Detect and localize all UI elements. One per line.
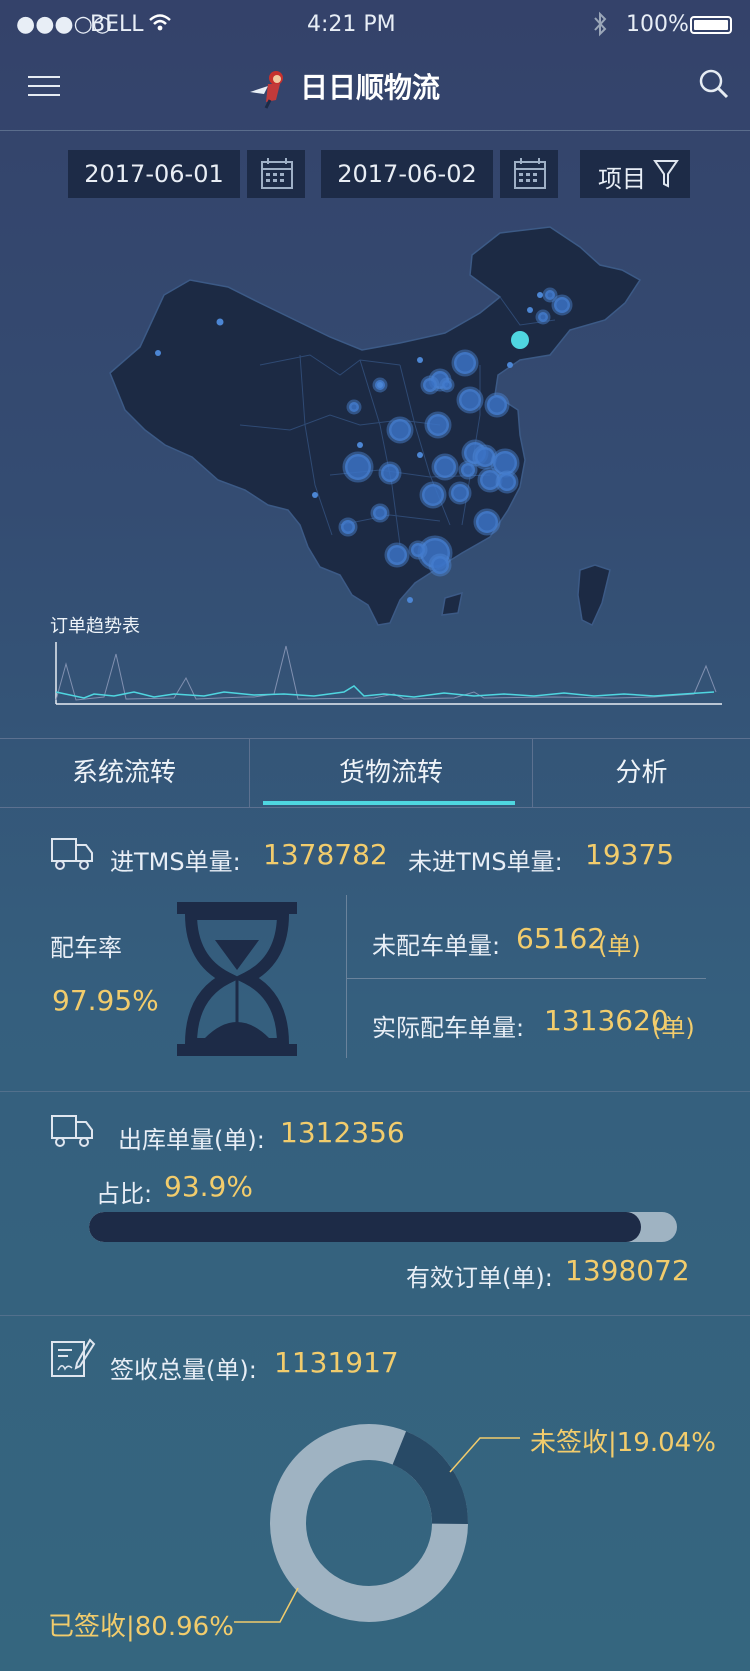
china-order-map (109, 226, 642, 627)
outbound-value: 1312356 (280, 1116, 405, 1149)
end-date-field[interactable]: 2017-06-02 (321, 150, 493, 198)
actual-dispatched-label: 实际配车单量: (372, 1014, 525, 1042)
signature-icon (51, 1338, 96, 1377)
hourglass-icon (177, 902, 297, 1056)
actual-dispatched-value: 1313620 (544, 1004, 669, 1037)
project-filter-label: 项目 (598, 165, 646, 193)
outbound-ratio-label: 占比: (96, 1180, 153, 1208)
tms-in-label: 进TMS单量: (110, 848, 241, 876)
calendar-icon (514, 158, 546, 189)
signal-dots: ●●●○○ (16, 12, 112, 37)
outbound-progress-fill (89, 1212, 642, 1242)
truck-icon (51, 1115, 93, 1147)
end-calendar-button[interactable] (500, 150, 558, 198)
signed-total-value: 1131917 (274, 1346, 399, 1379)
undispatched-label: 未配车单量: (372, 932, 501, 960)
outbound-ratio-value: 93.9% (164, 1170, 253, 1203)
carrier-name: BELL (90, 12, 144, 37)
unsigned-percent-label: 未签收|19.04% (530, 1428, 716, 1458)
dispatch-rate-value: 97.95% (52, 984, 159, 1017)
funnel-icon (653, 160, 679, 188)
outbound-progress-track (89, 1212, 677, 1242)
tms-not-in-value: 19375 (585, 838, 675, 871)
start-calendar-button[interactable] (247, 150, 305, 198)
trend-chart-title: 订单趋势表 (50, 616, 140, 637)
hamburger-icon[interactable] (28, 74, 60, 98)
dispatch-divider (346, 895, 347, 1058)
signed-leader-line (234, 1587, 299, 1623)
battery-percent: 100% (626, 12, 689, 37)
app-title: 日日顺物流 (300, 71, 441, 104)
tab-divider (249, 739, 250, 807)
tms-not-in-label: 未进TMS单量: (408, 848, 563, 876)
undispatched-value: 65162 (516, 922, 606, 955)
actual-dispatched-unit: (单) (652, 1014, 695, 1042)
calendar-icon (261, 158, 293, 189)
wifi-icon (149, 14, 171, 31)
valid-orders-label: 有效订单(单): (406, 1264, 553, 1292)
truck-icon (51, 838, 93, 870)
tab-divider (532, 739, 533, 807)
signed-percent-label: 已签收|80.96% (48, 1612, 234, 1642)
section-divider (0, 1091, 750, 1092)
tab-analysis[interactable]: 分析 (615, 758, 668, 788)
unsigned-leader-line (449, 1437, 520, 1473)
order-trend-sparkline (55, 642, 722, 705)
active-tab-indicator (263, 801, 515, 805)
tab-goods-flow[interactable]: 货物流转 (338, 758, 443, 788)
dispatch-row-divider (346, 978, 706, 979)
nav-bar: 日日顺物流 (0, 52, 750, 131)
signed-total-label: 签收总量(单): (110, 1356, 257, 1384)
clock: 4:21 PM (307, 12, 396, 37)
bluetooth-icon (594, 11, 607, 37)
dispatch-rate-label: 配车率 (50, 934, 122, 962)
highlight-city-marker[interactable] (511, 331, 529, 349)
tab-bar: 系统流转 货物流转 分析 (0, 738, 750, 808)
rocket-person-icon (250, 71, 283, 109)
search-icon[interactable] (698, 68, 730, 100)
project-filter-button[interactable]: 项目 (580, 150, 690, 198)
battery-icon (690, 16, 732, 34)
tms-in-value: 1378782 (263, 838, 388, 871)
signed-donut-chart (234, 1424, 520, 1623)
status-bar: ●●●○○ BELL 4:21 PM 100% (0, 0, 750, 52)
tab-system-flow[interactable]: 系统流转 (71, 758, 176, 788)
undispatched-unit: (单) (598, 932, 641, 960)
section-divider (0, 1315, 750, 1316)
valid-orders-value: 1398072 (565, 1254, 690, 1287)
outbound-label: 出库单量(单): (118, 1126, 265, 1154)
start-date-field[interactable]: 2017-06-01 (68, 150, 240, 198)
